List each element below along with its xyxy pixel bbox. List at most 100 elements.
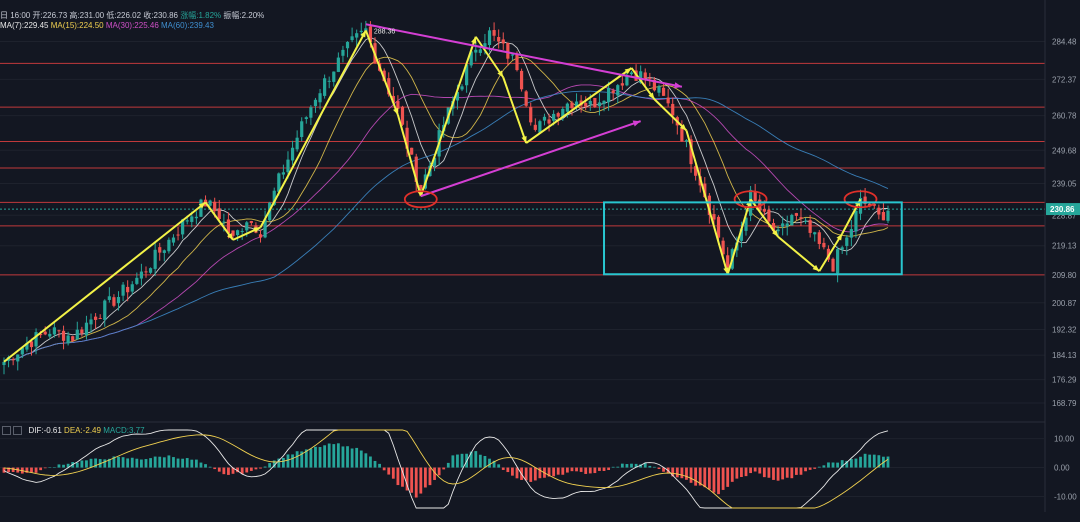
candle-body[interactable] — [396, 101, 400, 109]
trend-arrow[interactable] — [3, 201, 207, 363]
candle-body[interactable] — [382, 70, 386, 82]
candle-body[interactable] — [863, 196, 867, 204]
candle-body[interactable] — [817, 232, 821, 245]
candle-body[interactable] — [20, 347, 24, 355]
candle-body[interactable] — [845, 237, 849, 246]
candle-body[interactable] — [162, 250, 166, 253]
candle-body[interactable] — [405, 127, 409, 149]
candle-body[interactable] — [107, 296, 111, 300]
trend-arrow[interactable] — [630, 67, 656, 100]
candle-body[interactable] — [565, 103, 569, 112]
candle-body[interactable] — [515, 54, 519, 71]
candle-body[interactable] — [877, 207, 881, 215]
candle-body[interactable] — [176, 234, 180, 236]
candle-body[interactable] — [524, 91, 528, 106]
candle-body[interactable] — [584, 103, 588, 107]
candle-body[interactable] — [469, 51, 473, 66]
candle-body[interactable] — [414, 156, 418, 182]
candle-body[interactable] — [139, 271, 144, 279]
candle-body[interactable] — [336, 57, 340, 72]
candle-body[interactable] — [400, 106, 405, 125]
candle-body[interactable] — [281, 172, 285, 175]
candle-body[interactable] — [625, 75, 629, 86]
candle-body[interactable] — [240, 230, 244, 232]
candle-body[interactable] — [29, 341, 34, 348]
candle-body[interactable] — [854, 210, 858, 232]
candle-body[interactable] — [135, 277, 139, 284]
candle-body[interactable] — [25, 342, 29, 350]
candle-body[interactable] — [808, 220, 812, 233]
candle-body[interactable] — [432, 157, 437, 166]
candle-body[interactable] — [121, 284, 125, 296]
candle-body[interactable] — [112, 297, 116, 306]
candle-body[interactable] — [263, 219, 267, 238]
candle-body[interactable] — [597, 102, 602, 107]
candle-body[interactable] — [726, 255, 730, 268]
highlight-circle[interactable] — [403, 190, 438, 209]
candle-body[interactable] — [813, 232, 817, 235]
candle-body[interactable] — [652, 79, 657, 91]
trend-arrow[interactable] — [525, 67, 633, 144]
candle-body[interactable] — [753, 191, 757, 201]
candle-body[interactable] — [478, 49, 482, 53]
candle-body[interactable] — [2, 361, 6, 366]
candle-body[interactable] — [11, 359, 15, 361]
candle-body[interactable] — [487, 30, 492, 46]
candle-body[interactable] — [684, 140, 689, 142]
candle-body[interactable] — [547, 119, 551, 124]
candle-body[interactable] — [739, 228, 744, 241]
candle-body[interactable] — [144, 271, 148, 273]
candle-body[interactable] — [103, 300, 107, 320]
candle-body[interactable] — [313, 99, 318, 107]
candle-body[interactable] — [350, 36, 354, 41]
candle-body[interactable] — [98, 318, 102, 320]
candle-body[interactable] — [226, 219, 231, 234]
candle-body[interactable] — [836, 249, 840, 274]
trend-arrow[interactable] — [777, 235, 820, 272]
candle-body[interactable] — [474, 49, 478, 53]
candle-body[interactable] — [277, 173, 281, 192]
candle-body[interactable] — [694, 166, 698, 176]
candle-body[interactable] — [318, 93, 322, 103]
candle-body[interactable] — [629, 72, 634, 75]
highlight-circle[interactable] — [843, 190, 878, 209]
candle-body[interactable] — [648, 77, 652, 79]
candle-body[interactable] — [771, 223, 776, 232]
candle-body[interactable] — [762, 208, 766, 212]
candle-body[interactable] — [506, 42, 510, 59]
candle-body[interactable] — [341, 49, 345, 56]
candle-body[interactable] — [71, 336, 75, 341]
candle-body[interactable] — [561, 108, 565, 117]
candle-body[interactable] — [34, 332, 38, 347]
candle-body[interactable] — [886, 210, 890, 221]
candle-body[interactable] — [666, 97, 670, 104]
trend-arrow[interactable] — [396, 114, 422, 197]
macd-settings-icon[interactable] — [2, 426, 11, 436]
candle-body[interactable] — [235, 230, 240, 236]
candle-body[interactable] — [593, 97, 597, 108]
candle-body[interactable] — [290, 147, 295, 161]
candle-body[interactable] — [465, 64, 469, 86]
candle-body[interactable] — [858, 197, 863, 214]
candle-body[interactable] — [199, 199, 203, 217]
candle-body[interactable] — [249, 221, 253, 223]
candle-body[interactable] — [48, 333, 52, 337]
candle-body[interactable] — [538, 121, 542, 133]
candle-body[interactable] — [616, 85, 620, 96]
candle-body[interactable] — [295, 137, 299, 150]
candle-body[interactable] — [794, 213, 798, 216]
candle-body[interactable] — [588, 100, 592, 105]
candle-body[interactable] — [703, 183, 707, 198]
candle-body[interactable] — [552, 113, 556, 121]
candle-body[interactable] — [89, 319, 93, 325]
candle-body[interactable] — [542, 116, 547, 121]
candle-body[interactable] — [94, 316, 98, 320]
candle-body[interactable] — [286, 159, 290, 173]
trend-arrow[interactable] — [364, 30, 399, 116]
candle-body[interactable] — [671, 103, 675, 116]
candle-body[interactable] — [309, 107, 313, 118]
candle-body[interactable] — [510, 54, 515, 56]
candle-body[interactable] — [272, 190, 276, 205]
candle-body[interactable] — [391, 95, 395, 103]
candle-body[interactable] — [332, 71, 336, 82]
